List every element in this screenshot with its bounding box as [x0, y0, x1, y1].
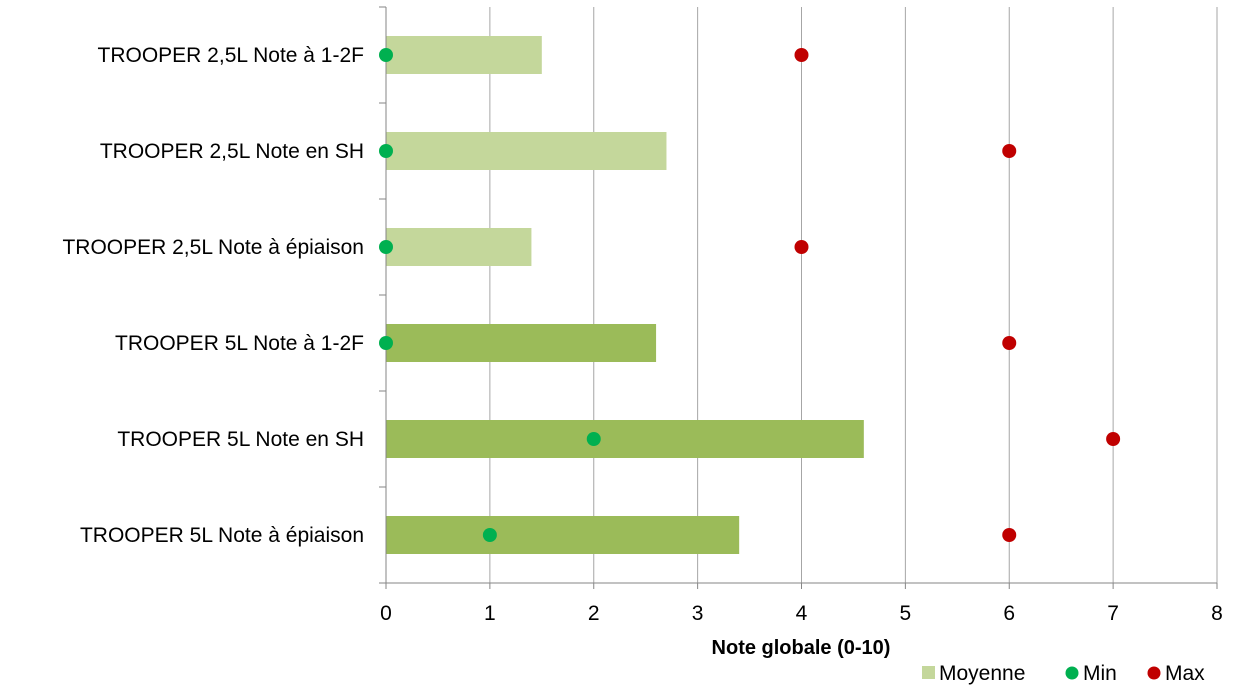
marker-max-1	[794, 48, 809, 62]
legend-swatch-max	[1147, 666, 1161, 680]
marker-min-5	[586, 432, 601, 446]
legend-label-max: Max	[1165, 662, 1205, 685]
category-label: TROOPER 5L Note en SH	[117, 428, 364, 451]
bar-moyenne-6	[386, 516, 740, 554]
marker-min-6	[482, 528, 497, 542]
legend-swatch-moyenne	[922, 666, 935, 679]
bars	[386, 36, 864, 554]
marker-max-3	[794, 240, 809, 254]
category-labels: TROOPER 2,5L Note à 1-2F TROOPER 2,5L Not…	[62, 44, 364, 547]
gridlines	[489, 7, 1218, 583]
legend-label-min: Min	[1083, 662, 1117, 685]
marker-min-4	[379, 336, 393, 350]
x-tick-label: 8	[1211, 602, 1223, 625]
x-tick-label: 3	[692, 602, 704, 625]
bar-moyenne-2	[386, 132, 667, 170]
marker-max-2	[1002, 144, 1017, 158]
category-label: TROOPER 5L Note à 1-2F	[115, 332, 364, 355]
category-label: TROOPER 2,5L Note à épiaison	[62, 236, 364, 259]
marker-min-1	[379, 48, 393, 62]
x-tick-label: 7	[1107, 602, 1119, 625]
category-label: TROOPER 5L Note à épiaison	[80, 524, 364, 547]
x-tick-label: 6	[1003, 602, 1015, 625]
markers	[379, 48, 1121, 542]
x-tick-label: 4	[796, 602, 808, 625]
x-tick-label: 2	[588, 602, 600, 625]
bar-moyenne-4	[386, 324, 657, 362]
marker-max-4	[1002, 336, 1017, 350]
marker-max-5	[1106, 432, 1121, 446]
x-tick-label: 0	[380, 602, 392, 625]
x-tick-label: 5	[900, 602, 912, 625]
x-tick-labels: 0 1 2 3 4 5 6 7 8	[380, 602, 1223, 625]
marker-max-6	[1002, 528, 1017, 542]
x-tick-label: 1	[484, 602, 496, 625]
bar-moyenne-5	[386, 420, 864, 458]
bar-moyenne-1	[386, 36, 542, 74]
x-axis-title: Note globale (0-10)	[712, 637, 891, 659]
bar-moyenne-3	[386, 228, 532, 266]
marker-min-2	[379, 144, 393, 158]
marker-min-3	[379, 240, 393, 254]
legend-swatch-min	[1065, 666, 1079, 680]
legend-label-moyenne: Moyenne	[939, 662, 1025, 685]
category-label: TROOPER 2,5L Note en SH	[100, 140, 364, 163]
legend: Moyenne Min Max	[922, 662, 1205, 685]
axes	[379, 6, 1218, 589]
category-label: TROOPER 2,5L Note à 1-2F	[98, 44, 365, 67]
